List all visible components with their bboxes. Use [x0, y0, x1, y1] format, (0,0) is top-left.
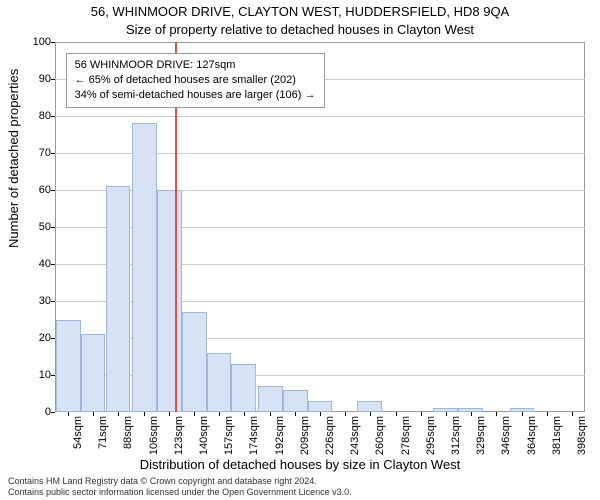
footer-line-1: Contains HM Land Registry data © Crown c…	[8, 476, 352, 487]
histogram-bar	[458, 408, 483, 412]
xtick-mark	[68, 412, 69, 416]
ytick-mark	[51, 412, 55, 413]
histogram-bar	[258, 386, 283, 412]
x-axis-label: Distribution of detached houses by size …	[0, 457, 600, 472]
xtick-mark	[522, 412, 523, 416]
xtick-mark	[396, 412, 397, 416]
xtick-label: 54sqm	[72, 416, 84, 449]
chart-title: 56, WHINMOOR DRIVE, CLAYTON WEST, HUDDER…	[0, 4, 600, 19]
ytick-mark	[51, 301, 55, 302]
histogram-bar	[231, 364, 256, 412]
ytick-label: 40	[39, 258, 51, 270]
ytick-mark	[51, 116, 55, 117]
annotation-box: 56 WHINMOOR DRIVE: 127sqm ← 65% of detac…	[66, 53, 325, 108]
ytick-label: 30	[39, 295, 51, 307]
histogram-bar	[157, 190, 182, 412]
xtick-label: 174sqm	[248, 416, 260, 455]
ytick-mark	[51, 264, 55, 265]
xtick-mark	[471, 412, 472, 416]
annotation-line-2: ← 65% of detached houses are smaller (20…	[75, 73, 316, 88]
xtick-mark	[144, 412, 145, 416]
xtick-mark	[547, 412, 548, 416]
chart-container: 56, WHINMOOR DRIVE, CLAYTON WEST, HUDDER…	[0, 0, 600, 500]
ytick-label: 50	[39, 221, 51, 233]
xtick-label: 278sqm	[400, 416, 412, 455]
xtick-label: 157sqm	[223, 416, 235, 455]
histogram-bar	[433, 408, 458, 412]
xtick-label: 346sqm	[500, 416, 512, 455]
xtick-mark	[93, 412, 94, 416]
xtick-mark	[572, 412, 573, 416]
xtick-label: 71sqm	[97, 416, 109, 449]
ytick-label: 60	[39, 184, 51, 196]
xtick-mark	[244, 412, 245, 416]
xtick-label: 295sqm	[425, 416, 437, 455]
xtick-mark	[370, 412, 371, 416]
xtick-mark	[295, 412, 296, 416]
xtick-label: 88sqm	[122, 416, 134, 449]
annotation-line-1: 56 WHINMOOR DRIVE: 127sqm	[75, 58, 316, 73]
annotation-line-3: 34% of semi-detached houses are larger (…	[75, 88, 316, 103]
y-axis-label: Number of detached properties	[6, 69, 21, 248]
histogram-bar	[283, 390, 308, 412]
xtick-mark	[118, 412, 119, 416]
xtick-mark	[219, 412, 220, 416]
xtick-mark	[421, 412, 422, 416]
histogram-bar	[510, 408, 535, 412]
footer-line-2: Contains public sector information licen…	[8, 487, 352, 498]
xtick-mark	[270, 412, 271, 416]
histogram-bar	[132, 123, 157, 412]
xtick-mark	[194, 412, 195, 416]
histogram-bar	[182, 312, 207, 412]
xtick-label: 243sqm	[349, 416, 361, 455]
ytick-mark	[51, 42, 55, 43]
ytick-label: 90	[39, 73, 51, 85]
xtick-label: 398sqm	[576, 416, 588, 455]
ytick-label: 0	[45, 406, 51, 418]
histogram-bar	[56, 320, 81, 413]
xtick-label: 192sqm	[274, 416, 286, 455]
ytick-mark	[51, 79, 55, 80]
ytick-mark	[51, 190, 55, 191]
xtick-label: 312sqm	[450, 416, 462, 455]
ytick-label: 10	[39, 369, 51, 381]
histogram-bar	[106, 186, 131, 412]
plot-area: 56 WHINMOOR DRIVE: 127sqm ← 65% of detac…	[55, 42, 585, 412]
ytick-label: 80	[39, 110, 51, 122]
gridline	[55, 116, 585, 117]
xtick-label: 106sqm	[148, 416, 160, 455]
ytick-label: 20	[39, 332, 51, 344]
xtick-mark	[320, 412, 321, 416]
ytick-label: 100	[33, 36, 51, 48]
chart-subtitle: Size of property relative to detached ho…	[0, 22, 600, 37]
xtick-mark	[345, 412, 346, 416]
xtick-mark	[446, 412, 447, 416]
xtick-label: 209sqm	[299, 416, 311, 455]
xtick-label: 260sqm	[374, 416, 386, 455]
histogram-bar	[81, 334, 106, 412]
histogram-bar	[357, 401, 382, 412]
xtick-label: 329sqm	[475, 416, 487, 455]
ytick-mark	[51, 227, 55, 228]
xtick-mark	[496, 412, 497, 416]
xtick-label: 123sqm	[173, 416, 185, 455]
xtick-label: 226sqm	[324, 416, 336, 455]
histogram-bar	[308, 401, 333, 412]
ytick-mark	[51, 338, 55, 339]
xtick-label: 364sqm	[526, 416, 538, 455]
histogram-bar	[207, 353, 232, 412]
ytick-label: 70	[39, 147, 51, 159]
xtick-mark	[169, 412, 170, 416]
ytick-mark	[51, 153, 55, 154]
ytick-mark	[51, 375, 55, 376]
footer-attribution: Contains HM Land Registry data © Crown c…	[8, 476, 352, 498]
xtick-label: 381sqm	[551, 416, 563, 455]
xtick-label: 140sqm	[198, 416, 210, 455]
